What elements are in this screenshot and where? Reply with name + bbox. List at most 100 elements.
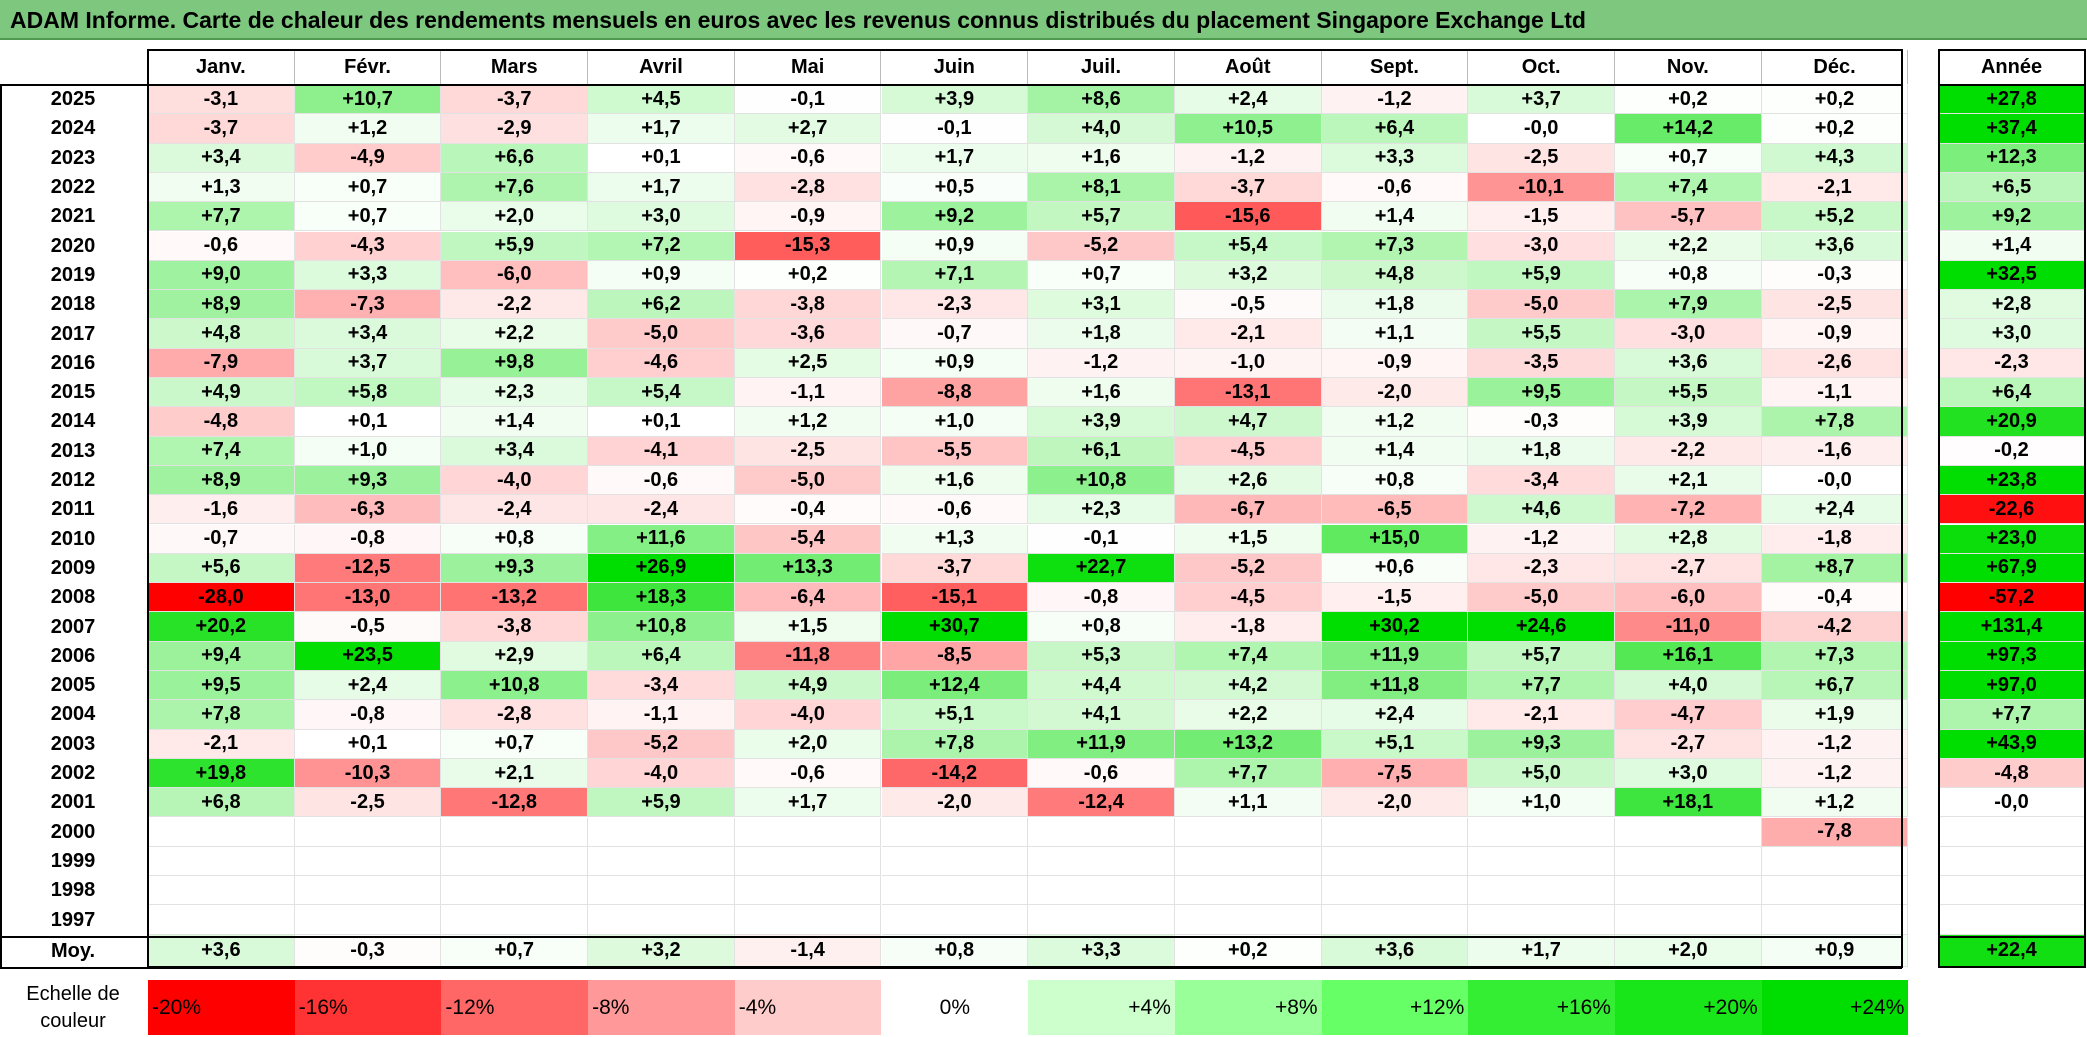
heatmap-cell: +1,1 [1174,788,1322,818]
month-header: Janv. [148,50,295,84]
average-cell: -0,3 [294,935,442,967]
heatmap-cell [1321,817,1469,847]
heatmap-cell: +7,8 [148,700,295,730]
heatmap-cell: +10,8 [1028,465,1175,496]
year-total-cell [1939,817,2085,847]
row-year-label: 2012 [50,469,96,492]
month-header: Nov. [1615,50,1762,84]
heatmap-cell: +7,7 [148,202,295,232]
heatmap-cell: +7,4 [1174,641,1322,671]
heatmap-cell: +19,8 [148,758,295,789]
heatmap-cell [1028,876,1175,906]
year-total-cell: +97,3 [1939,641,2085,671]
heatmap-cell: +5,8 [294,378,442,408]
heatmap-cell: -2,7 [1615,729,1762,759]
heatmap-cell: -2,1 [1468,700,1615,730]
heatmap-cell: +18,1 [1615,788,1762,818]
heatmap-cell [1615,876,1762,906]
heatmap-cell: +9,8 [441,348,589,378]
row-year-label: 2007 [50,615,96,638]
heatmap-cell [1174,846,1322,877]
heatmap-cell: +8,6 [1028,85,1175,115]
row-year-label: 2015 [50,381,96,404]
heatmap-cell [148,876,295,906]
heatmap-cell: +26,9 [588,553,735,584]
heatmap-cell: +7,6 [441,172,589,203]
heatmap-cell: -4,8 [148,407,295,437]
heatmap-cell: +30,7 [881,612,1029,642]
heatmap-cell [881,817,1029,847]
heatmap-cell: +20,2 [148,612,295,642]
heatmap-cell: -0,8 [294,700,442,730]
heatmap-cell: +5,1 [881,700,1029,730]
heatmap-cell: +1,7 [588,114,735,144]
year-total-cell: -2,3 [1939,348,2085,378]
heatmap-cell: +1,6 [1028,143,1175,173]
heatmap-cell: +0,8 [441,524,589,554]
heatmap-cell: +9,3 [1468,729,1615,759]
heatmap-cell: +0,1 [588,143,735,173]
heatmap-cell: +4,8 [148,319,295,349]
heatmap-cell: -2,1 [148,729,295,759]
year-total-cell: +6,5 [1939,172,2085,203]
heatmap-cell: +1,5 [734,612,882,642]
heatmap-cell: +6,6 [441,143,589,173]
row-year-label: 1997 [50,908,96,931]
color-scale-swatch: +24% [1761,980,1909,1035]
average-cell: +2,0 [1615,935,1762,967]
month-header: Mai [734,50,882,84]
heatmap-cell [148,846,295,877]
row-year-label: 2008 [50,586,96,609]
heatmap-cell: -0,8 [294,524,442,554]
heatmap-cell: -2,7 [1615,553,1762,584]
heatmap-cell: -2,3 [881,290,1029,320]
row-year-label: 2002 [50,762,96,785]
heatmap-cell: +13,2 [1174,729,1322,759]
heatmap-cell: -4,0 [588,758,735,789]
heatmap-cell: +10,8 [588,612,735,642]
heatmap-cell: -15,6 [1174,202,1322,232]
heatmap-cell: +1,9 [1761,700,1909,730]
heatmap-cell: +5,9 [441,231,589,261]
heatmap-cell: -2,1 [1174,319,1322,349]
heatmap-cell: -3,8 [441,612,589,642]
heatmap-cell: +9,5 [1468,378,1615,408]
heatmap-cell: +0,9 [881,348,1029,378]
heatmap-cell: +1,6 [1028,378,1175,408]
heatmap-cell: -13,0 [294,583,442,613]
heatmap-cell: +22,7 [1028,553,1175,584]
heatmap-cell: +3,4 [148,143,295,173]
heatmap-cell: +10,8 [441,671,589,701]
heatmap-cell: -0,5 [294,612,442,642]
heatmap-cell: +6,4 [588,641,735,671]
heatmap-cell: -2,0 [1321,788,1469,818]
year-total-cell: +67,9 [1939,553,2085,584]
year-total-cell: +3,0 [1939,319,2085,349]
heatmap-cell: +2,0 [734,729,882,759]
heatmap-cell: +1,4 [441,407,589,437]
heatmap-cell: +14,2 [1615,114,1762,144]
heatmap-cell: -2,5 [294,788,442,818]
heatmap-cell: +2,7 [734,114,882,144]
row-year-label: 2014 [50,410,96,433]
heatmap-cell [1174,905,1322,935]
heatmap-cell: +15,0 [1321,524,1469,554]
row-year-label: 2024 [50,117,96,140]
heatmap-cell: -2,4 [588,495,735,525]
heatmap-cell: +0,8 [1321,465,1469,496]
heatmap-cell: -0,7 [148,524,295,554]
heatmap-cell: +7,3 [1321,231,1469,261]
average-cell: +0,9 [1761,935,1909,967]
heatmap-cell: +3,4 [294,319,442,349]
heatmap-cell: +1,8 [1468,436,1615,466]
heatmap-cell: +4,4 [1028,671,1175,701]
heatmap-cell: +5,4 [588,378,735,408]
month-header: Oct. [1468,50,1615,84]
heatmap-cell: +23,5 [294,641,442,671]
heatmap-cell: -3,7 [148,114,295,144]
year-column-header: Année [1939,50,2085,84]
heatmap-cell [1321,905,1469,935]
heatmap-cell: +4,8 [1321,260,1469,291]
heatmap-cell: +5,9 [1468,260,1615,291]
